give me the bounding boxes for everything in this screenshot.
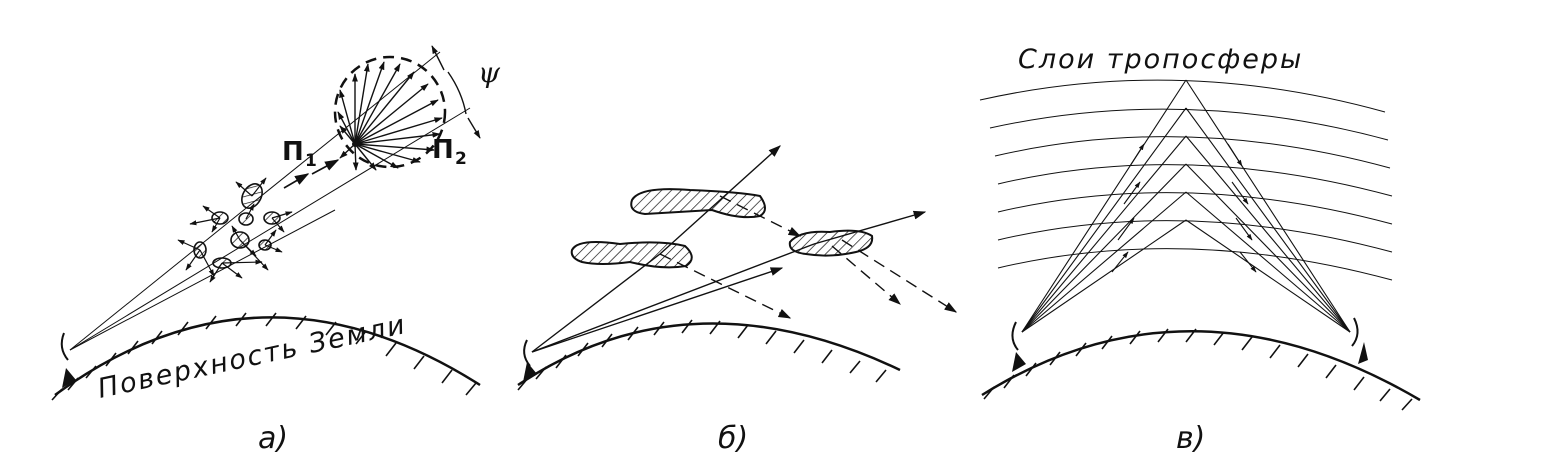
rays-b: [531, 145, 927, 353]
svg-text:П: П: [432, 135, 454, 165]
angle-psi-label: ψ: [478, 56, 501, 89]
panel-label-a: а): [258, 421, 288, 456]
troposphere-layers-label: Слои тропосферы: [1018, 44, 1303, 75]
earth-surface-label: Поверхность Земли: [95, 309, 409, 405]
antenna-icon: [1351, 317, 1368, 364]
earth-surface-a: [51, 312, 481, 401]
scattering-sphere: [333, 55, 447, 171]
rays-v: [1021, 79, 1351, 333]
panel-v: Слои тропосферы в): [979, 44, 1421, 456]
earth-surface-v: [981, 328, 1421, 411]
symbol-p1: П 1: [282, 137, 317, 171]
symbol-p2: П 2: [432, 135, 467, 169]
scatter-arrows-small: [177, 177, 293, 283]
scattering-inhomogeneities: [193, 183, 281, 269]
ray-arrows-v: [1111, 143, 1257, 273]
antenna-icon: [60, 332, 76, 388]
tropospheric-clouds: [570, 188, 874, 269]
panel-label-v: в): [1176, 421, 1205, 456]
incident-arrows-a: [283, 159, 340, 189]
panel-label-b: б): [718, 421, 748, 456]
scattered-rays-b: [659, 195, 958, 319]
troposphere-layers: [979, 79, 1393, 281]
panel-b: б): [517, 145, 958, 456]
beam-lines-a: [69, 51, 471, 351]
antenna-icon: [1011, 321, 1026, 372]
panel-a: ψ П 1 П 2 Поверхность Земли а): [51, 45, 501, 456]
angle-psi-marker: [431, 45, 481, 139]
svg-text:П: П: [282, 137, 304, 167]
earth-surface-b: [517, 319, 901, 391]
svg-text:2: 2: [455, 149, 467, 169]
svg-text:1: 1: [305, 151, 317, 171]
antenna-icon: [523, 339, 537, 382]
